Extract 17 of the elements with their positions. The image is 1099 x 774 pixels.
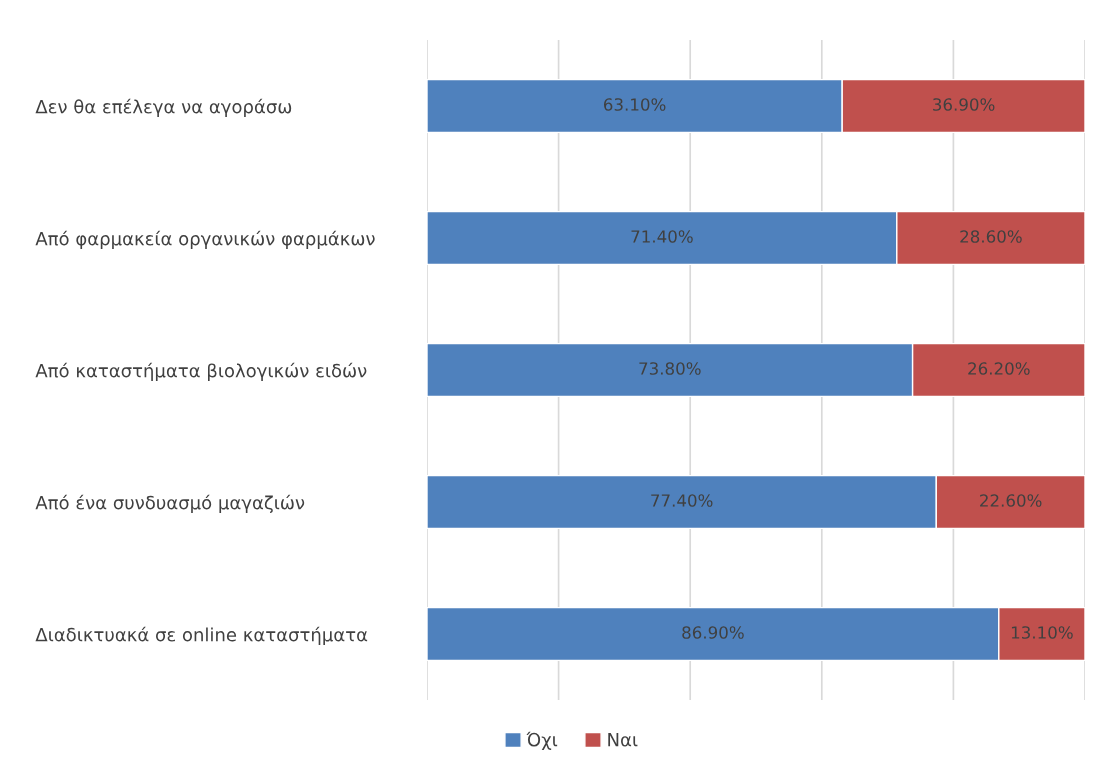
data-label: 13.10% xyxy=(1011,626,1073,639)
data-label: 36.90% xyxy=(933,98,995,111)
legend-label: Όχι xyxy=(526,731,558,751)
data-label: 28.60% xyxy=(960,230,1022,243)
data-label: 22.60% xyxy=(980,494,1042,507)
data-label: 73.80% xyxy=(639,362,701,375)
legend-label: Ναι xyxy=(608,733,638,747)
data-label: 71.40% xyxy=(631,230,693,243)
y-tick-label: Διαδικτυακά σε online καταστήματα xyxy=(35,626,368,645)
y-tick-label: Δεν θα επέλεγα να αγοράσω xyxy=(35,98,292,117)
data-label: 26.20% xyxy=(968,362,1030,375)
data-label: 63.10% xyxy=(603,98,666,111)
y-tick-label: Από καταστήματα βιολογικών ειδών xyxy=(35,362,367,381)
data-label: 86.90% xyxy=(682,626,744,639)
y-tick-label: Από φαρμακεία οργανικών φαρμάκων xyxy=(35,230,375,249)
y-tick-label: Από ένα συνδυασμό μαγαζιών xyxy=(35,494,305,514)
data-label: 77.40% xyxy=(651,494,713,507)
